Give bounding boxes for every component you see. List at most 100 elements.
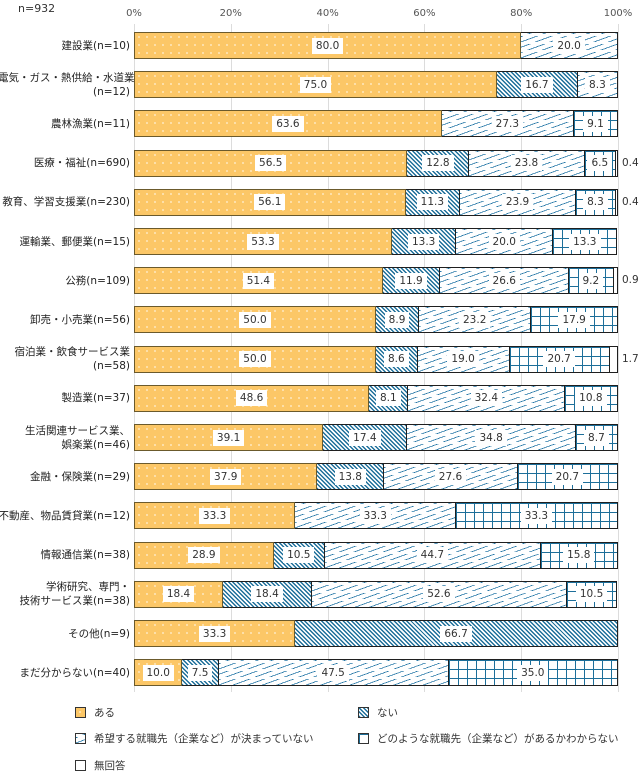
legend-item-kimaranai: 希望する就職先（企業など）が決まっていない	[75, 731, 314, 746]
value-label: 19.0	[447, 351, 479, 368]
legend-label: ない	[377, 707, 398, 719]
legend-swatch-icon	[358, 733, 369, 744]
value-label: 48.6	[235, 390, 268, 407]
value-label-no-answer: 0.4	[622, 195, 639, 208]
value-label: 9.2	[578, 272, 604, 289]
category-label: 製造業(n=37)	[0, 391, 130, 405]
bar-segment-nai: 8.9	[376, 306, 420, 334]
category-label-line: (n=12)	[92, 85, 130, 98]
category-label: 教育、学習支援業(n=230)	[0, 195, 130, 209]
category-label-line: 生活関連サービス業、	[25, 424, 130, 437]
bar-segment-nai: 11.3	[405, 188, 461, 216]
legend-item-aru: ある	[75, 705, 115, 720]
category-label: 宿泊業・飲食サービス業 (n=58)	[0, 345, 131, 373]
category-label-line: 不動産、物品賃貸業(n=12)	[0, 509, 130, 522]
category-label: 農林漁業(n=11)	[0, 117, 130, 131]
legend-swatch-icon	[358, 707, 369, 718]
bar-row: 63.6 27.3 9.1	[134, 110, 618, 138]
bar-segment-kimaranai: 27.6	[384, 463, 518, 491]
bar-segment-wakaranai: 6.5	[584, 149, 617, 177]
bar-segment-aru: 75.0	[134, 71, 497, 99]
bar-segment-aru: 56.5	[134, 149, 408, 177]
bar-row: 50.0 8.9 23.2 17.9	[134, 306, 618, 334]
value-label: 13.3	[407, 233, 440, 250]
value-label: 44.7	[416, 547, 449, 564]
bar-segment-wakaranai: 8.7	[575, 424, 618, 451]
value-label: 23.9	[501, 194, 534, 211]
category-label: その他(n=9)	[0, 627, 130, 641]
value-label: 8.3	[583, 194, 608, 211]
bar-segment-kimaranai: 52.6	[312, 580, 567, 608]
bar-segment-aru: 33.3	[134, 502, 296, 530]
bar-segment-wakaranai: 9.2	[569, 267, 614, 295]
bar-row: 39.1 17.4 34.8 8.7	[134, 424, 618, 451]
bar-segment-kimaranai: 26.6	[440, 267, 570, 295]
value-label: 50.0	[239, 311, 271, 328]
bar-segment-wakaranai: 17.9	[531, 306, 618, 334]
category-label-line: 娯楽業(n=46)	[61, 438, 130, 451]
value-label: 20.0	[553, 37, 585, 54]
x-tick-label: 60%	[413, 8, 436, 19]
value-label: 33.3	[198, 625, 231, 642]
value-label: 6.5	[587, 155, 613, 172]
category-label-line: 学術研究、専門・	[46, 581, 130, 594]
bar-segment-aru: 39.1	[134, 424, 324, 451]
value-label: 11.3	[416, 194, 449, 211]
value-label: 80.0	[311, 37, 344, 54]
category-label: 卸売・小売業(n=56)	[0, 313, 130, 327]
value-label: 17.9	[558, 311, 590, 328]
value-label: 66.7	[440, 625, 472, 642]
bar-segment-kimaranai: 8.3	[577, 71, 618, 99]
bar-row: 37.9 13.8 27.6 20.7	[134, 463, 618, 491]
bar-segment-nai: 13.3	[391, 228, 457, 255]
value-label: 39.1	[212, 429, 245, 446]
bar-row: 18.4 18.4 52.6 10.5	[134, 580, 618, 608]
bar-row: 51.4 11.9 26.6 9.2	[134, 267, 618, 295]
bar-row: 28.9 10.5 44.7 15.8	[134, 541, 618, 569]
legend-label: ある	[94, 707, 115, 719]
bar-row: 48.6 8.1 32.4 10.8	[134, 384, 618, 412]
legend-swatch-icon	[75, 760, 86, 771]
category-label-line: (n=58)	[92, 360, 130, 373]
value-label: 52.6	[423, 586, 455, 603]
bar-segment-mukaito	[616, 149, 618, 177]
value-label: 20.7	[551, 468, 584, 485]
bar-segment-aru: 50.0	[134, 306, 376, 334]
category-label: 金融・保険業(n=29)	[0, 470, 130, 484]
bar-segment-aru: 63.6	[134, 110, 442, 138]
value-label: 15.8	[563, 547, 595, 564]
bar-segment-wakaranai: 15.8	[541, 541, 618, 569]
bar-segment-wakaranai: 10.8	[565, 384, 618, 412]
bar-segment-aru: 10.0	[134, 659, 183, 687]
value-label: 11.9	[395, 272, 427, 289]
bar-segment-nai: 8.1	[369, 384, 409, 412]
category-label: まだ分からない(n=40)	[0, 666, 130, 680]
x-tick-label: 0%	[126, 8, 142, 19]
legend-swatch-icon	[75, 707, 86, 718]
bar-row: 56.5 12.8 23.8 6.5	[134, 149, 618, 177]
bar-segment-kimaranai: 20.0	[456, 228, 554, 255]
value-label: 37.9	[210, 468, 242, 485]
value-label: 56.1	[254, 194, 286, 211]
bar-segment-aru: 28.9	[134, 541, 274, 569]
category-label: 建設業(n=10)	[0, 39, 130, 53]
value-label: 20.0	[488, 233, 520, 250]
bar-segment-kimaranai: 23.2	[419, 306, 532, 334]
bar-segment-aru: 37.9	[134, 463, 318, 491]
bar-segment-kimaranai: 23.8	[469, 149, 585, 177]
bar-segment-nai: 13.8	[317, 463, 385, 491]
value-label: 27.3	[491, 115, 524, 132]
legend-label: どのような就職先（企業など）があるかわからない	[377, 733, 619, 745]
bar-segment-kimaranai: 33.3	[295, 502, 457, 530]
value-label: 63.6	[272, 115, 304, 132]
value-label: 50.0	[239, 351, 271, 368]
category-label-line: 技術サービス業(n=38)	[19, 595, 130, 608]
value-label: 23.8	[510, 155, 543, 172]
value-label: 33.3	[359, 507, 391, 524]
bar-segment-wakaranai: 8.3	[575, 188, 617, 216]
legend-item-mukaito: 無回答	[75, 758, 126, 773]
legend-label: 希望する就職先（企業など）が決まっていない	[94, 733, 314, 745]
value-label: 18.4	[251, 586, 283, 603]
category-label-line: 卸売・小売業(n=56)	[29, 313, 130, 326]
bar-row: 56.1 11.3 23.9 8.3	[134, 188, 618, 216]
